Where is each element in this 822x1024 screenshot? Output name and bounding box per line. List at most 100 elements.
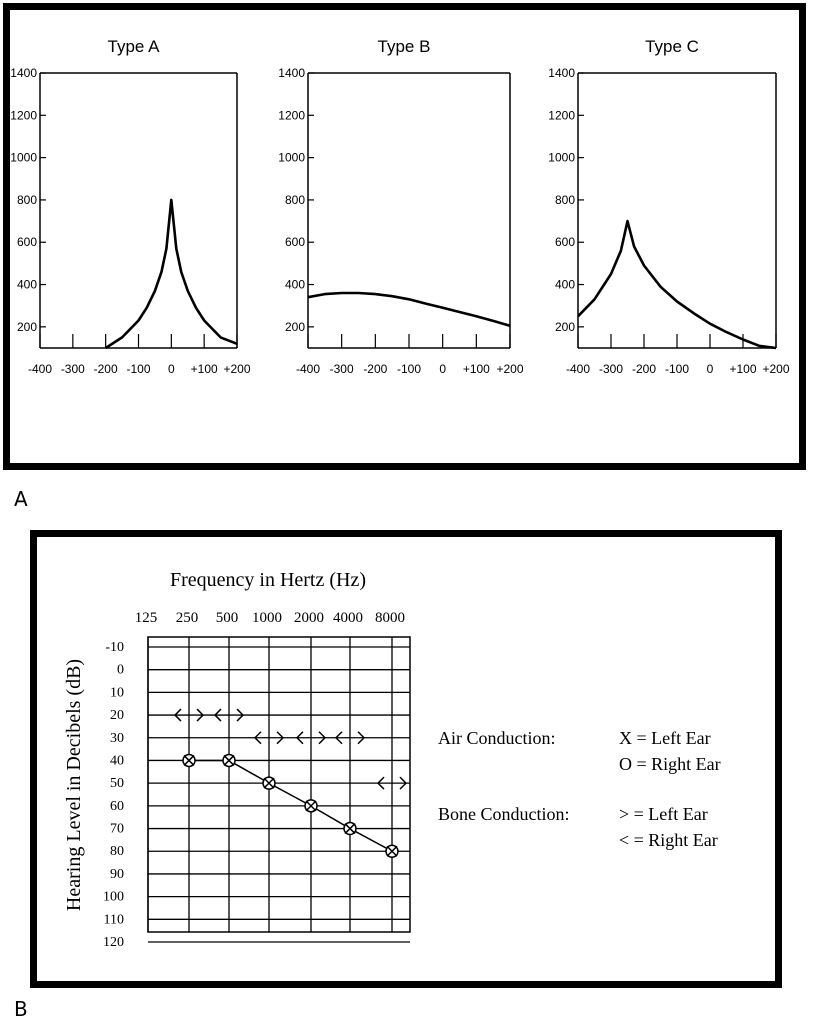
legend-bone-left: > = Left Ear <box>619 804 708 824</box>
type-a-y-tick-label: 200 <box>17 320 37 334</box>
audiogram-y-tick-label: 70 <box>110 822 124 837</box>
type-a-x-tick-label: -100 <box>126 362 150 376</box>
audiogram-y-tick-label: 40 <box>110 753 124 768</box>
legend-air-left: X = Left Ear <box>619 728 711 748</box>
air-left-marker <box>263 777 275 789</box>
type-b-x-tick-label: 0 <box>439 362 446 376</box>
type-a-x-tick-label: +200 <box>223 362 250 376</box>
type-a-x-tick-label: -300 <box>61 362 85 376</box>
type-b-curve <box>307 291 511 328</box>
audiogram-x-tick-label: 250 <box>176 610 199 626</box>
bone-right-marker <box>253 731 262 745</box>
type-b-y-tick-label: 200 <box>285 320 305 334</box>
type-c-y-tick-label: 800 <box>555 193 575 207</box>
type-c-x-tick-label: -100 <box>665 362 689 376</box>
tympanogram-panel <box>3 3 806 470</box>
audiogram-y-tick-label: 100 <box>103 890 124 905</box>
bone-right-marker <box>334 731 343 745</box>
audiogram-panel <box>30 530 782 988</box>
type-c-x-tick-label: -200 <box>632 362 656 376</box>
type-a-x-tick-label: -400 <box>28 362 52 376</box>
air-left-marker <box>223 754 235 766</box>
legend-air-right: O = Right Ear <box>619 754 721 774</box>
type-a-y-tick-label: 600 <box>17 235 37 249</box>
type-c-curve <box>577 219 777 350</box>
audiogram-y-label: Hearing Level in Decibels (dB) <box>63 659 85 911</box>
type-b-y-tick-label: 1200 <box>278 108 305 122</box>
type-b-x-tick-label: +200 <box>496 362 523 376</box>
audiogram-y-tick-label: 20 <box>110 708 124 723</box>
audiogram-x-tick-label: 125 <box>135 610 158 626</box>
audiogram-x-tick-label: 2000 <box>294 610 324 626</box>
audiogram-y-tick-label: 30 <box>110 731 124 746</box>
air-left-marker <box>183 754 195 766</box>
type-a-x-tick-label: +100 <box>191 362 218 376</box>
bone-left-marker <box>357 731 366 745</box>
type-c-y-tick-label: 600 <box>555 235 575 249</box>
audiogram-x-tick-label: 4000 <box>333 610 363 626</box>
audiogram-grid-frame <box>147 636 411 933</box>
legend-bone-right: < = Right Ear <box>619 830 718 850</box>
bone-left-marker <box>318 731 327 745</box>
type-a-y-tick-label: 1000 <box>10 151 37 165</box>
audiogram-y-tick-label: 90 <box>110 867 124 882</box>
audiogram-x-tick-label: 1000 <box>252 610 282 626</box>
audiogram-y-tick-label: 50 <box>110 776 124 791</box>
audiogram-y-tick-label: 0 <box>117 663 124 678</box>
audiogram-y-tick-label: -10 <box>105 640 124 655</box>
type-c-y-tick-label: 1400 <box>548 66 575 80</box>
type-c-x-tick-label: 0 <box>707 362 714 376</box>
type-c-y-tick-label: 1200 <box>548 108 575 122</box>
type-c-x-tick-label: -300 <box>599 362 623 376</box>
type-a-x-tick-label: 0 <box>168 362 175 376</box>
type-a-y-tick-label: 800 <box>17 193 37 207</box>
type-c-y-tick-label: 400 <box>555 278 575 292</box>
type-c-title: Type C <box>645 37 699 56</box>
bone-right-marker <box>213 708 222 722</box>
type-c-y-tick-label: 1000 <box>548 151 575 165</box>
panel-label-b: B <box>14 997 28 1021</box>
bone-right-marker <box>376 776 385 790</box>
type-a-y-tick-label: 400 <box>17 278 37 292</box>
bone-right-marker <box>295 731 304 745</box>
audiogram-title: Frequency in Hertz (Hz) <box>170 569 366 591</box>
type-a-x-tick-label: -200 <box>94 362 118 376</box>
bone-left-marker <box>399 776 408 790</box>
type-a-y-tick-label: 1200 <box>10 108 37 122</box>
bone-left-marker <box>196 708 205 722</box>
type-b-y-tick-label: 800 <box>285 193 305 207</box>
type-a-curve <box>104 198 238 350</box>
audiogram-y-tick-label: 110 <box>104 912 124 927</box>
audiogram-x-tick-label: 500 <box>216 610 239 626</box>
type-b-title: Type B <box>378 37 431 56</box>
audiogram-y-tick-label: 120 <box>103 935 124 950</box>
type-b-x-tick-label: -100 <box>397 362 421 376</box>
bone-left-marker <box>276 731 285 745</box>
type-b-x-tick-label: -400 <box>296 362 320 376</box>
type-a-title: Type A <box>108 37 161 56</box>
type-c-x-tick-label: +100 <box>729 362 756 376</box>
type-b-x-tick-label: -300 <box>330 362 354 376</box>
bone-left-marker <box>236 708 245 722</box>
type-c-y-tick-label: 200 <box>555 320 575 334</box>
type-c-x-tick-label: +200 <box>762 362 789 376</box>
type-b-x-tick-label: -200 <box>363 362 387 376</box>
legend-bone-title: Bone Conduction: <box>438 804 570 824</box>
panel-label-a: A <box>14 487 28 511</box>
bone-right-marker <box>173 708 182 722</box>
type-a-y-tick-label: 1400 <box>10 66 37 80</box>
legend-air-title: Air Conduction: <box>438 728 556 748</box>
type-b-y-tick-label: 600 <box>285 235 305 249</box>
audiogram-y-tick-label: 10 <box>110 685 124 700</box>
air-left-marker <box>386 845 398 857</box>
type-b-y-tick-label: 1000 <box>278 151 305 165</box>
audiogram-y-tick-label: 60 <box>110 799 124 814</box>
type-b-x-tick-label: +100 <box>463 362 490 376</box>
audiogram-y-tick-label: 80 <box>110 844 124 859</box>
type-c-x-tick-label: -400 <box>566 362 590 376</box>
air-left-marker <box>305 800 317 812</box>
type-b-y-tick-label: 400 <box>285 278 305 292</box>
air-left-marker <box>344 823 356 835</box>
type-b-y-tick-label: 1400 <box>278 66 305 80</box>
